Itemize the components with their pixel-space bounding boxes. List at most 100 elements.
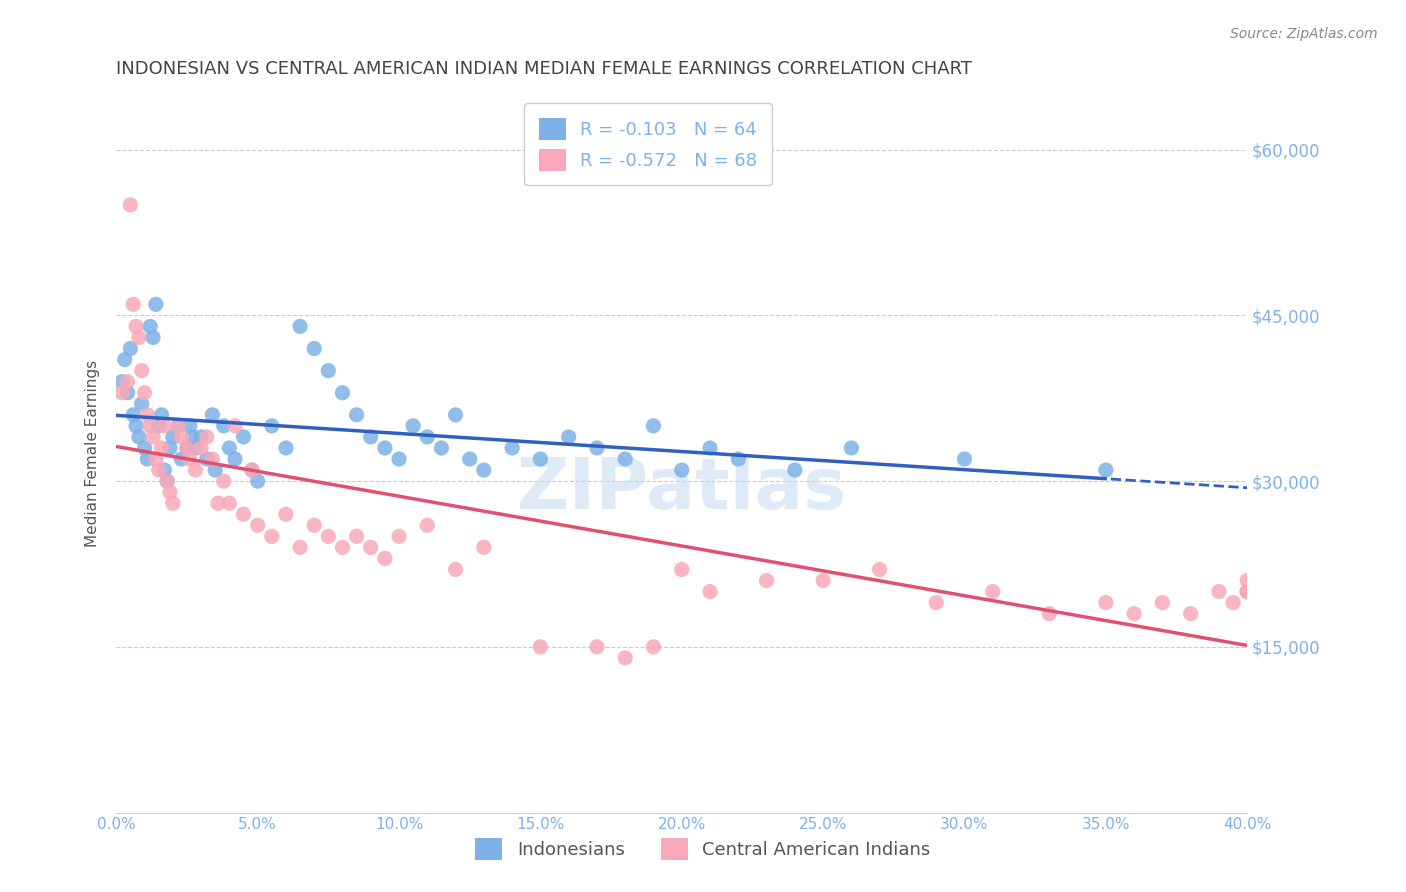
Point bbox=[1038, 607, 1060, 621]
Point bbox=[1180, 607, 1202, 621]
Point bbox=[699, 584, 721, 599]
Point bbox=[122, 408, 145, 422]
Point bbox=[1095, 463, 1118, 477]
Point bbox=[260, 529, 283, 543]
Point bbox=[179, 452, 201, 467]
Point bbox=[167, 418, 190, 433]
Point bbox=[416, 430, 439, 444]
Point bbox=[117, 385, 139, 400]
Point bbox=[142, 430, 165, 444]
Point bbox=[167, 418, 190, 433]
Point bbox=[360, 430, 382, 444]
Point bbox=[162, 430, 184, 444]
Point bbox=[727, 452, 749, 467]
Point bbox=[148, 463, 170, 477]
Point bbox=[170, 430, 193, 444]
Point bbox=[111, 385, 134, 400]
Point bbox=[841, 441, 863, 455]
Point bbox=[153, 463, 176, 477]
Point bbox=[501, 441, 523, 455]
Point bbox=[755, 574, 778, 588]
Point bbox=[260, 418, 283, 433]
Text: ZIPatlas: ZIPatlas bbox=[516, 455, 846, 524]
Point bbox=[128, 430, 150, 444]
Point bbox=[388, 452, 411, 467]
Point bbox=[207, 496, 229, 510]
Point bbox=[156, 474, 179, 488]
Point bbox=[529, 452, 551, 467]
Point bbox=[176, 441, 198, 455]
Point bbox=[416, 518, 439, 533]
Point bbox=[586, 441, 609, 455]
Point bbox=[131, 364, 153, 378]
Point bbox=[120, 198, 142, 212]
Point bbox=[195, 452, 218, 467]
Point bbox=[218, 496, 240, 510]
Point bbox=[184, 463, 207, 477]
Point bbox=[159, 485, 181, 500]
Point bbox=[128, 330, 150, 344]
Point bbox=[332, 385, 354, 400]
Point bbox=[1123, 607, 1146, 621]
Point bbox=[388, 529, 411, 543]
Point bbox=[472, 541, 495, 555]
Point bbox=[170, 452, 193, 467]
Point bbox=[134, 385, 156, 400]
Text: Source: ZipAtlas.com: Source: ZipAtlas.com bbox=[1230, 27, 1378, 41]
Point bbox=[360, 541, 382, 555]
Point bbox=[190, 441, 212, 455]
Point bbox=[472, 463, 495, 477]
Point bbox=[212, 418, 235, 433]
Point bbox=[1236, 584, 1258, 599]
Point bbox=[240, 463, 263, 477]
Text: INDONESIAN VS CENTRAL AMERICAN INDIAN MEDIAN FEMALE EARNINGS CORRELATION CHART: INDONESIAN VS CENTRAL AMERICAN INDIAN ME… bbox=[117, 60, 973, 78]
Point bbox=[614, 651, 637, 665]
Point bbox=[318, 529, 340, 543]
Point bbox=[148, 418, 170, 433]
Point bbox=[274, 508, 297, 522]
Point bbox=[643, 640, 665, 654]
Point bbox=[374, 551, 396, 566]
Point bbox=[444, 562, 467, 576]
Point bbox=[134, 441, 156, 455]
Point bbox=[402, 418, 425, 433]
Point bbox=[346, 529, 368, 543]
Point bbox=[302, 342, 325, 356]
Point bbox=[136, 452, 159, 467]
Point bbox=[136, 408, 159, 422]
Point bbox=[176, 441, 198, 455]
Point bbox=[374, 441, 396, 455]
Point bbox=[302, 518, 325, 533]
Point bbox=[444, 408, 467, 422]
Point bbox=[150, 408, 173, 422]
Legend: R = -0.103   N = 64, R = -0.572   N = 68: R = -0.103 N = 64, R = -0.572 N = 68 bbox=[524, 103, 772, 186]
Point bbox=[699, 441, 721, 455]
Point bbox=[274, 441, 297, 455]
Point bbox=[1095, 596, 1118, 610]
Point bbox=[1236, 584, 1258, 599]
Point bbox=[557, 430, 579, 444]
Point bbox=[145, 452, 167, 467]
Point bbox=[179, 418, 201, 433]
Point bbox=[288, 319, 311, 334]
Point bbox=[201, 408, 224, 422]
Point bbox=[131, 397, 153, 411]
Point bbox=[232, 508, 254, 522]
Point bbox=[869, 562, 891, 576]
Point bbox=[529, 640, 551, 654]
Point bbox=[190, 430, 212, 444]
Point bbox=[153, 418, 176, 433]
Point bbox=[224, 418, 246, 433]
Point bbox=[643, 418, 665, 433]
Point bbox=[332, 541, 354, 555]
Point bbox=[125, 319, 148, 334]
Point bbox=[111, 375, 134, 389]
Point bbox=[181, 430, 204, 444]
Point bbox=[139, 319, 162, 334]
Point bbox=[145, 297, 167, 311]
Point bbox=[142, 330, 165, 344]
Point bbox=[120, 342, 142, 356]
Y-axis label: Median Female Earnings: Median Female Earnings bbox=[86, 360, 100, 547]
Point bbox=[150, 441, 173, 455]
Point bbox=[125, 418, 148, 433]
